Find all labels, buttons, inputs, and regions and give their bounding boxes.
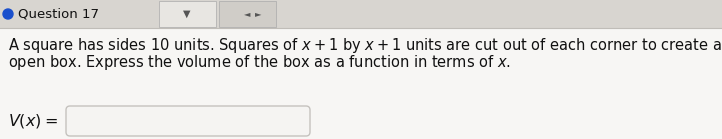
- Text: $V(x)=$: $V(x)=$: [8, 112, 58, 130]
- Bar: [0, 28, 722, 139]
- FancyBboxPatch shape: [219, 1, 276, 27]
- FancyBboxPatch shape: [66, 106, 310, 136]
- Text: Question 17: Question 17: [18, 8, 99, 20]
- Circle shape: [3, 9, 13, 19]
- Bar: [0, 0, 722, 28]
- FancyBboxPatch shape: [159, 1, 216, 27]
- Text: ►: ►: [255, 9, 261, 18]
- Text: A square has sides 10 units. Squares of $x+1$ by $x+1$ units are cut out of each: A square has sides 10 units. Squares of …: [8, 36, 722, 55]
- Text: ◄: ◄: [244, 9, 251, 18]
- Text: ▼: ▼: [183, 9, 191, 19]
- Text: open box. Express the volume of the box as a function in terms of $x$.: open box. Express the volume of the box …: [8, 53, 511, 72]
